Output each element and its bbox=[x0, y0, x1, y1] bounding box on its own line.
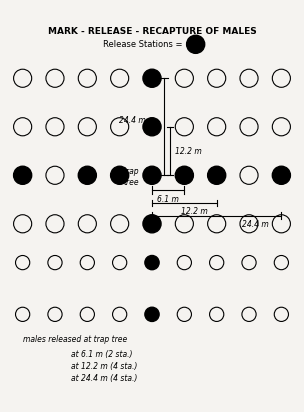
Circle shape bbox=[145, 307, 159, 321]
Circle shape bbox=[272, 166, 290, 184]
Text: at 24.4 m (4 sta.): at 24.4 m (4 sta.) bbox=[71, 375, 137, 384]
Text: 24.4 m: 24.4 m bbox=[119, 116, 146, 125]
Circle shape bbox=[175, 166, 193, 184]
Circle shape bbox=[143, 69, 161, 87]
Circle shape bbox=[14, 166, 32, 184]
Text: 6.1 m: 6.1 m bbox=[157, 195, 179, 204]
Text: trap
tree: trap tree bbox=[123, 167, 139, 187]
Text: Release Stations =: Release Stations = bbox=[103, 40, 186, 49]
Circle shape bbox=[187, 35, 205, 53]
Circle shape bbox=[111, 166, 129, 184]
Circle shape bbox=[143, 166, 161, 184]
Circle shape bbox=[78, 166, 96, 184]
Text: MARK - RELEASE - RECAPTURE OF MALES: MARK - RELEASE - RECAPTURE OF MALES bbox=[48, 26, 256, 35]
Circle shape bbox=[208, 166, 226, 184]
Text: males released at trap tree: males released at trap tree bbox=[22, 335, 127, 344]
Text: at 6.1 m (2 sta.): at 6.1 m (2 sta.) bbox=[71, 350, 133, 359]
Circle shape bbox=[143, 118, 161, 136]
Circle shape bbox=[145, 255, 159, 270]
Text: at 12.2 m (4 sta.): at 12.2 m (4 sta.) bbox=[71, 362, 137, 371]
Text: 24.4 m: 24.4 m bbox=[242, 220, 269, 229]
Text: 12.2 m: 12.2 m bbox=[174, 147, 201, 155]
Circle shape bbox=[143, 215, 161, 233]
Text: 12.2 m: 12.2 m bbox=[181, 207, 207, 216]
